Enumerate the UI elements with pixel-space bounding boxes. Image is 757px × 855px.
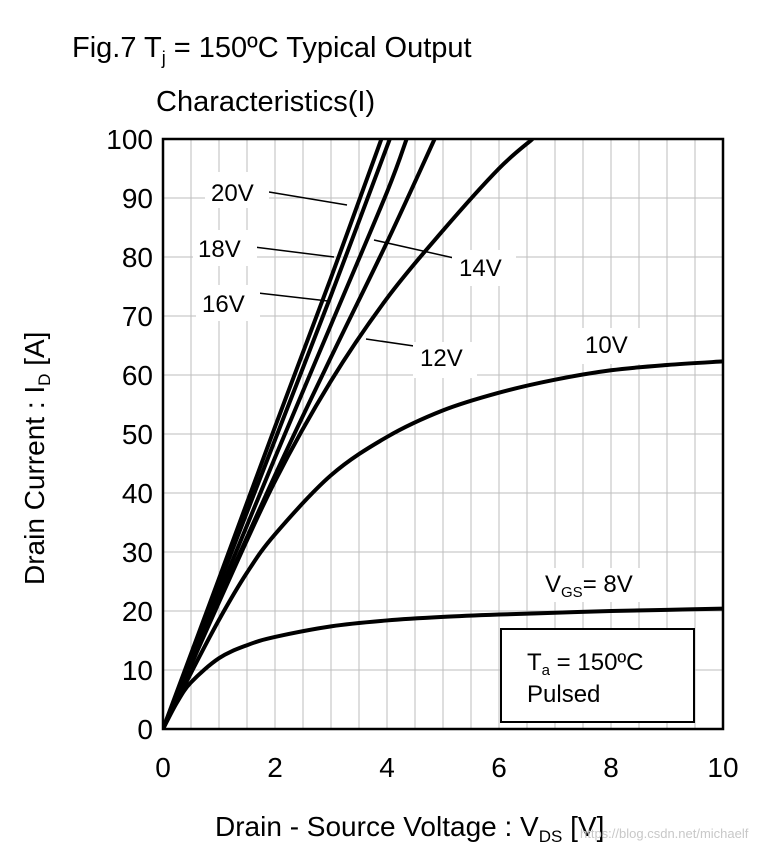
y-tick-label: 90 <box>122 183 153 214</box>
label-leader-lines <box>253 191 455 347</box>
x-tick-label: 10 <box>707 752 738 783</box>
x-tick-label: 0 <box>155 752 171 783</box>
label-bg-20v <box>205 172 269 208</box>
chart-title: Fig.7 Tj = 150ºC Typical Output Characte… <box>72 26 472 124</box>
y-tick-label: 40 <box>122 478 153 509</box>
label-bg-10v <box>579 328 643 364</box>
y-tick-label: 100 <box>106 124 153 155</box>
y-tick-labels: 0 10 20 30 40 50 60 70 80 90 100 <box>106 124 153 745</box>
series-label-16v: 16V <box>202 291 245 318</box>
title-suffix: = 150ºC Typical Output <box>165 32 472 64</box>
curve-vgs-8v <box>163 606 723 729</box>
series-label-10v: 10V <box>585 332 628 359</box>
curves <box>163 139 723 729</box>
condition-temperature: Ta = 150ºC <box>527 649 644 679</box>
title-subscript: j <box>161 47 166 68</box>
y-tick-label: 60 <box>122 360 153 391</box>
x-tick-label: 6 <box>491 752 507 783</box>
series-label-18v: 18V <box>198 236 241 263</box>
series-label-8v: VGS= 8V <box>545 571 633 601</box>
curve-vgs-10v <box>163 359 723 729</box>
y-tick-label: 50 <box>122 419 153 450</box>
series-label-12v: 12V <box>420 345 463 372</box>
leader-line-18v <box>253 246 335 258</box>
watermark-text: https://blog.csdn.net/michaelf <box>580 826 749 841</box>
leader-line-16v <box>257 292 329 302</box>
label-bg-12v <box>413 342 477 378</box>
y-tick-label: 0 <box>137 714 153 745</box>
curve-vgs-20v <box>163 139 384 729</box>
y-axis-label: Drain Current : ID [A] <box>19 332 54 585</box>
y-tick-label: 10 <box>122 655 153 686</box>
plot-frame <box>161 137 725 731</box>
label-bg-16v <box>196 285 260 321</box>
curve-vgs-14v <box>163 139 437 729</box>
title-line2: Characteristics(I) <box>156 85 376 118</box>
y-tick-label: 70 <box>122 301 153 332</box>
leader-line-14v <box>373 239 455 259</box>
series-label-14v: 14V <box>459 255 502 282</box>
x-tick-labels: 0 2 4 6 8 10 <box>155 752 738 783</box>
condition-box <box>500 628 695 723</box>
x-tick-label: 2 <box>267 752 283 783</box>
curve-vgs-16v <box>163 139 409 729</box>
label-bg-18v <box>193 230 257 266</box>
series-label-20v: 20V <box>211 180 254 207</box>
title-prefix: Fig.7 T <box>72 32 162 64</box>
leader-line-12v <box>365 338 415 347</box>
grid <box>163 139 723 729</box>
y-tick-label: 20 <box>122 596 153 627</box>
x-tick-label: 8 <box>603 752 619 783</box>
x-axis-label: Drain - Source Voltage : VDS [V] <box>215 811 604 846</box>
y-tick-label: 30 <box>122 537 153 568</box>
x-tick-label: 4 <box>379 752 395 783</box>
leader-line-20v <box>268 191 348 206</box>
condition-pulsed: Pulsed <box>527 681 600 708</box>
label-bg-14v <box>452 250 516 286</box>
label-bg-8v <box>536 568 666 602</box>
y-tick-label: 80 <box>122 242 153 273</box>
